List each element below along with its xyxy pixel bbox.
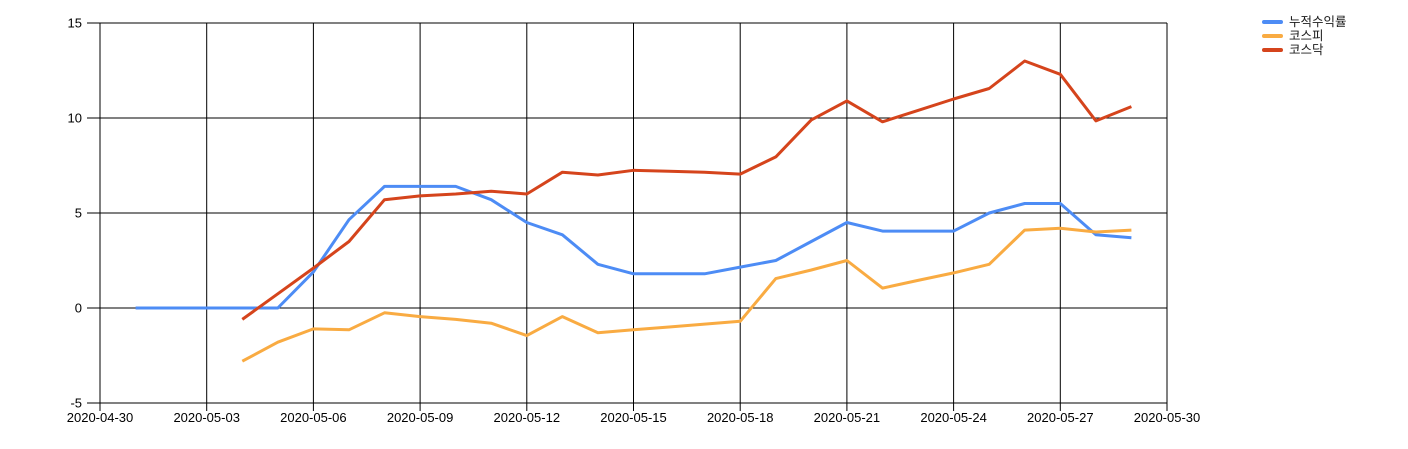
x-tick-label: 2020-05-30 bbox=[1134, 410, 1201, 425]
legend-item-2: 코스닥 bbox=[1262, 43, 1347, 57]
x-tick-label: 2020-05-27 bbox=[1027, 410, 1094, 425]
legend: 누적수익률 코스피 코스닥 bbox=[1262, 15, 1347, 57]
x-tick-label: 2020-04-30 bbox=[67, 410, 134, 425]
x-tick-label: 2020-05-24 bbox=[920, 410, 987, 425]
x-tick-label: 2020-05-15 bbox=[600, 410, 667, 425]
legend-swatch-icon bbox=[1262, 48, 1283, 52]
legend-item-0: 누적수익률 bbox=[1262, 15, 1347, 29]
y-tick-label: 5 bbox=[75, 206, 82, 221]
x-tick-label: 2020-05-12 bbox=[494, 410, 561, 425]
x-tick-label: 2020-05-09 bbox=[387, 410, 454, 425]
series-line-0 bbox=[135, 184, 1132, 310]
y-tick-label: 0 bbox=[75, 301, 82, 316]
legend-swatch-icon bbox=[1262, 20, 1283, 24]
legend-label: 코스피 bbox=[1289, 29, 1324, 43]
x-tick-label: 2020-05-06 bbox=[280, 410, 347, 425]
x-tick-label: 2020-05-21 bbox=[814, 410, 881, 425]
y-tick-label: 10 bbox=[68, 111, 82, 126]
y-tick-label: 15 bbox=[68, 16, 82, 31]
x-tick-label: 2020-05-03 bbox=[173, 410, 240, 425]
series-line-1 bbox=[241, 226, 1132, 363]
legend-label: 코스닥 bbox=[1289, 43, 1324, 57]
series-line-2 bbox=[241, 59, 1132, 321]
legend-label: 누적수익률 bbox=[1289, 15, 1347, 29]
x-tick-label: 2020-05-18 bbox=[707, 410, 774, 425]
legend-item-1: 코스피 bbox=[1262, 29, 1347, 43]
y-tick-label: -5 bbox=[70, 396, 82, 411]
legend-swatch-icon bbox=[1262, 34, 1283, 38]
